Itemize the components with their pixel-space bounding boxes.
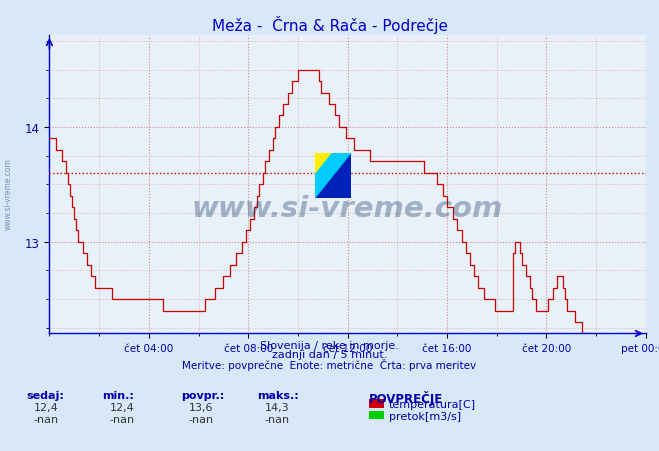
Text: Meža -  Črna & Rača - Podrečje: Meža - Črna & Rača - Podrečje xyxy=(212,16,447,34)
Text: Meritve: povprečne  Enote: metrične  Črta: prva meritev: Meritve: povprečne Enote: metrične Črta:… xyxy=(183,359,476,371)
Text: povpr.:: povpr.: xyxy=(181,390,225,400)
Text: -nan: -nan xyxy=(188,414,214,424)
Text: pretok[m3/s]: pretok[m3/s] xyxy=(389,411,461,421)
Text: 14,3: 14,3 xyxy=(264,402,289,412)
Text: POVPREČJE: POVPREČJE xyxy=(369,390,444,405)
Text: sedaj:: sedaj: xyxy=(26,390,64,400)
Text: Slovenija / reke in morje.: Slovenija / reke in morje. xyxy=(260,341,399,350)
Polygon shape xyxy=(315,153,351,198)
Text: -nan: -nan xyxy=(34,414,59,424)
Text: www.si-vreme.com: www.si-vreme.com xyxy=(4,158,13,230)
Text: temperatura[C]: temperatura[C] xyxy=(389,399,476,409)
Text: min.:: min.: xyxy=(102,390,134,400)
Text: 12,4: 12,4 xyxy=(109,402,134,412)
Text: maks.:: maks.: xyxy=(257,390,299,400)
Polygon shape xyxy=(315,153,333,176)
Polygon shape xyxy=(315,153,351,198)
Text: zadnji dan / 5 minut.: zadnji dan / 5 minut. xyxy=(272,350,387,359)
Text: 12,4: 12,4 xyxy=(34,402,59,412)
Text: -nan: -nan xyxy=(264,414,289,424)
Text: www.si-vreme.com: www.si-vreme.com xyxy=(192,195,503,223)
Text: -nan: -nan xyxy=(109,414,134,424)
Text: 13,6: 13,6 xyxy=(188,402,214,412)
